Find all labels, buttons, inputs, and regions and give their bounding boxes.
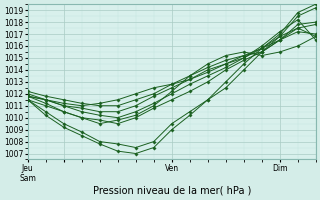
X-axis label: Pression niveau de la mer( hPa ): Pression niveau de la mer( hPa ) xyxy=(92,186,251,196)
